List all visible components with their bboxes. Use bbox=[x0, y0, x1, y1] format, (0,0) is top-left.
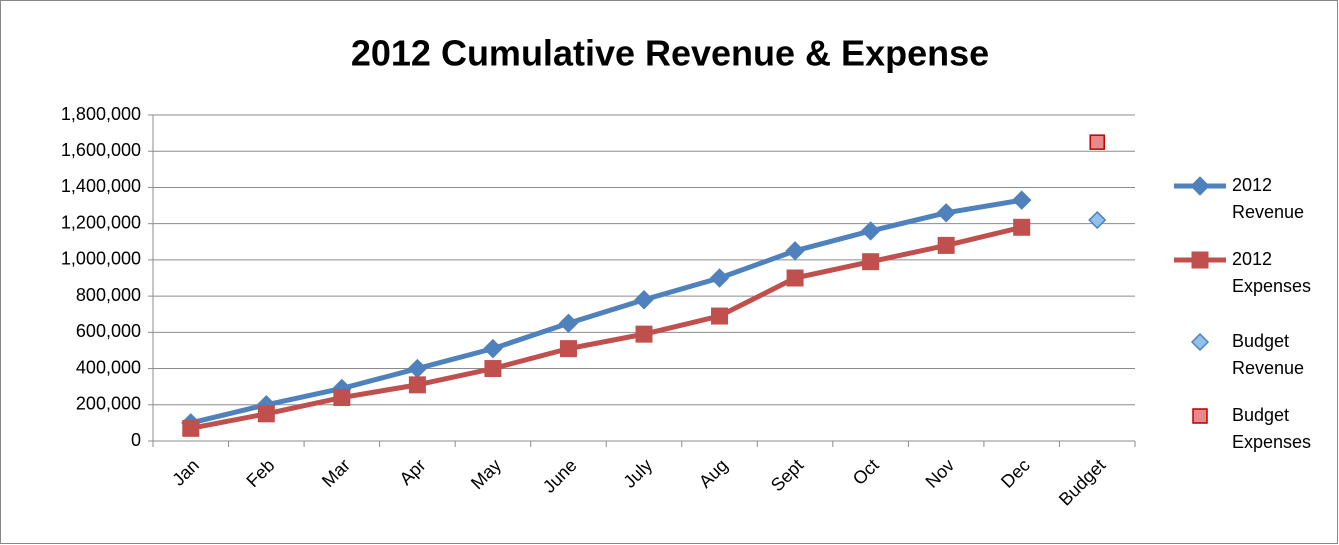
legend-icon bbox=[1174, 176, 1226, 196]
legend-marker bbox=[1190, 176, 1210, 196]
legend-item: 2012 Revenue bbox=[1170, 172, 1335, 232]
legend-label: 2012 Revenue bbox=[1232, 175, 1305, 222]
legend-marker bbox=[1190, 332, 1210, 352]
data-point bbox=[634, 290, 654, 310]
y-tick-label: 1,200,000 bbox=[61, 212, 141, 232]
y-tick-label: 200,000 bbox=[76, 394, 141, 414]
data-point bbox=[257, 405, 275, 423]
legend-icon bbox=[1174, 251, 1226, 269]
data-point bbox=[936, 203, 956, 223]
data-point bbox=[635, 325, 653, 343]
data-point bbox=[484, 360, 502, 378]
y-tick-label: 800,000 bbox=[76, 285, 141, 305]
legend-item: 2012 Expenses bbox=[1170, 246, 1335, 306]
chart-title: 2012 Cumulative Revenue & Expense bbox=[351, 33, 989, 74]
legend-marker bbox=[1191, 251, 1209, 269]
data-point bbox=[711, 307, 729, 325]
data-point bbox=[408, 376, 426, 394]
y-tick-label: 1,400,000 bbox=[61, 176, 141, 196]
data-point bbox=[182, 419, 200, 437]
y-tick-label: 1,600,000 bbox=[61, 140, 141, 160]
y-tick-label: 1,800,000 bbox=[61, 104, 141, 124]
series-line bbox=[190, 224, 1023, 431]
y-tick-label: 400,000 bbox=[76, 357, 141, 377]
data-point bbox=[937, 236, 955, 254]
data-point bbox=[1013, 218, 1031, 236]
y-tick-label: 600,000 bbox=[76, 321, 141, 341]
legend-label: Budget Revenue bbox=[1232, 331, 1305, 378]
series-line bbox=[190, 197, 1023, 426]
data-point bbox=[709, 268, 730, 288]
legend-item: Budget Expenses bbox=[1170, 402, 1335, 462]
legend-marker bbox=[1192, 408, 1208, 424]
legend-icon bbox=[1192, 408, 1208, 424]
legend-label: Budget Expenses bbox=[1232, 405, 1312, 452]
data-point bbox=[860, 221, 881, 241]
y-tick-label: 1,000,000 bbox=[61, 249, 141, 269]
data-point bbox=[862, 253, 880, 271]
legend-label: 2012 Expenses bbox=[1232, 249, 1312, 296]
y-tick-label: 0 bbox=[131, 430, 141, 450]
data-point bbox=[786, 269, 804, 287]
data-point bbox=[558, 313, 579, 333]
data-point bbox=[1011, 190, 1032, 210]
data-point bbox=[483, 338, 503, 359]
legend-item: Budget Revenue bbox=[1170, 328, 1335, 388]
data-point bbox=[333, 389, 351, 407]
data-point bbox=[1088, 210, 1107, 230]
data-point bbox=[559, 340, 577, 358]
data-point bbox=[785, 241, 805, 261]
data-point bbox=[1089, 134, 1105, 150]
legend-icon bbox=[1190, 332, 1210, 352]
